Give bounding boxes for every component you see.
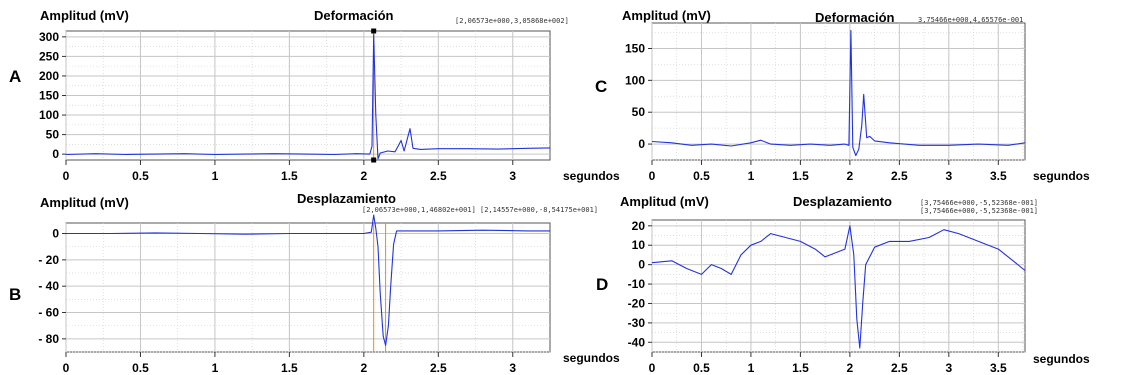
x-tick-label: 2 xyxy=(361,169,368,183)
x-tick-label: 1 xyxy=(212,361,219,375)
x-tick-label: 2.5 xyxy=(430,169,447,183)
series-line xyxy=(651,30,1026,157)
cursor-readout: 3,75466e+000,4,65576e-001 xyxy=(918,16,1023,24)
cursor-readout: [3,75466e+000,-5,52368e-001] xyxy=(920,199,1038,207)
chart-a: 0 0.5 1 1.5 2 2.5 3 300 250 200 150 100 50 0 Amplitud … xyxy=(9,8,620,183)
chart-b: 0 0.5 1 1.5 2 2.5 3 0 - 20 - 40 - 60 - 80 Amplitud (… xyxy=(9,191,620,375)
panel-label: C xyxy=(595,77,607,96)
y-tick-label: 50 xyxy=(46,128,60,142)
y-tick-label: 100 xyxy=(39,108,59,122)
y-tick-label: 0 xyxy=(52,227,59,241)
plot-area xyxy=(651,22,1026,161)
y-tick-label: 0 xyxy=(638,258,645,272)
x-tick-label: 0 xyxy=(63,169,70,183)
chart-c: 0 0.5 1 1.5 2 2.5 3 3.5 150 100 50 0 Amplitud (mV) De… xyxy=(595,8,1090,183)
cursor-handle xyxy=(371,28,377,34)
x-tick-label: 1.5 xyxy=(792,169,809,183)
x-tick-label: 3 xyxy=(509,169,516,183)
x-tick-label: 0.5 xyxy=(132,169,149,183)
series-line xyxy=(651,225,1026,349)
y-tick-label: - 20 xyxy=(38,253,59,267)
y-tick-label: 150 xyxy=(625,41,645,55)
y-tick-label: 0 xyxy=(638,137,645,151)
x-axis-label: segundos xyxy=(563,169,620,183)
x-tick-label: 0.5 xyxy=(693,169,710,183)
x-tick-label: 1.5 xyxy=(792,361,809,375)
x-axis-label: segundos xyxy=(1033,352,1090,366)
x-axis-label: segundos xyxy=(563,351,620,365)
cursor-handle xyxy=(371,157,377,163)
y-axis-label: Amplitud (mV) xyxy=(40,8,129,23)
x-tick-label: 2.5 xyxy=(430,361,447,375)
x-tick-label: 0 xyxy=(63,361,70,375)
panel-label: D xyxy=(596,275,608,294)
chart-title: Desplazamiento xyxy=(793,194,892,209)
cursor-readout: [2,06573e+000,3,05868e+002] xyxy=(455,17,569,25)
x-tick-label: 1 xyxy=(748,361,755,375)
y-tick-label: - 60 xyxy=(38,306,59,320)
x-tick-label: 3 xyxy=(945,169,952,183)
plot-area xyxy=(65,222,551,353)
x-tick-label: 0.5 xyxy=(132,361,149,375)
cursor-readout: [2,06573e+000,1,46802e+001] [2,14557e+00… xyxy=(362,206,598,214)
y-tick-label: 150 xyxy=(39,89,59,103)
x-tick-label: 2 xyxy=(847,169,854,183)
y-tick-label: 0 xyxy=(52,147,59,161)
x-tick-label: 0 xyxy=(649,361,656,375)
x-tick-label: 1.5 xyxy=(281,169,298,183)
y-tick-label: -10 xyxy=(628,277,646,291)
x-tick-label: 1.5 xyxy=(281,361,298,375)
chart-title: Deformación xyxy=(314,8,394,23)
y-tick-label: 200 xyxy=(39,69,59,83)
x-tick-label: 2.5 xyxy=(891,361,908,375)
plot-area xyxy=(651,219,1026,353)
y-axis-label: Amplitud (mV) xyxy=(40,195,129,210)
x-axis-label: segundos xyxy=(1033,169,1090,183)
y-tick-label: - 40 xyxy=(38,279,59,293)
cursor-readout: [3,75466e+000,-5,52368e-001] xyxy=(920,207,1038,215)
x-tick-label: 2 xyxy=(361,361,368,375)
y-axis-label: Amplitud (mV) xyxy=(622,8,711,23)
y-tick-label: 100 xyxy=(625,73,645,87)
y-tick-label: 250 xyxy=(39,49,59,63)
x-tick-label: 1 xyxy=(212,169,219,183)
y-tick-label: - 80 xyxy=(38,332,59,346)
y-tick-label: 20 xyxy=(632,219,646,233)
series-line xyxy=(65,33,551,160)
x-tick-label: 3.5 xyxy=(990,169,1007,183)
y-tick-label: -20 xyxy=(628,296,646,310)
x-tick-label: 3 xyxy=(509,361,516,375)
y-tick-label: -40 xyxy=(628,335,646,349)
x-tick-label: 3 xyxy=(945,361,952,375)
x-tick-label: 0.5 xyxy=(693,361,710,375)
panel-label: B xyxy=(9,285,21,304)
x-tick-label: 1 xyxy=(748,169,755,183)
chart-title: Desplazamiento xyxy=(297,191,396,206)
chart-title: Deformación xyxy=(815,10,895,25)
x-tick-label: 2.5 xyxy=(891,169,908,183)
y-axis-label: Amplitud (mV) xyxy=(620,194,709,209)
chart-d: 0 0.5 1 1.5 2 2.5 3 3.5 20 10 0 -10 -20 -30 -40 Amplitu… xyxy=(596,194,1090,375)
y-tick-label: 50 xyxy=(632,105,646,119)
y-tick-label: -30 xyxy=(628,316,646,330)
y-tick-label: 10 xyxy=(632,238,646,252)
panel-label: A xyxy=(9,67,21,86)
x-tick-label: 3.5 xyxy=(990,361,1007,375)
x-tick-label: 2 xyxy=(847,361,854,375)
series-line xyxy=(66,214,550,346)
x-tick-label: 0 xyxy=(649,169,656,183)
y-tick-label: 300 xyxy=(39,30,59,44)
